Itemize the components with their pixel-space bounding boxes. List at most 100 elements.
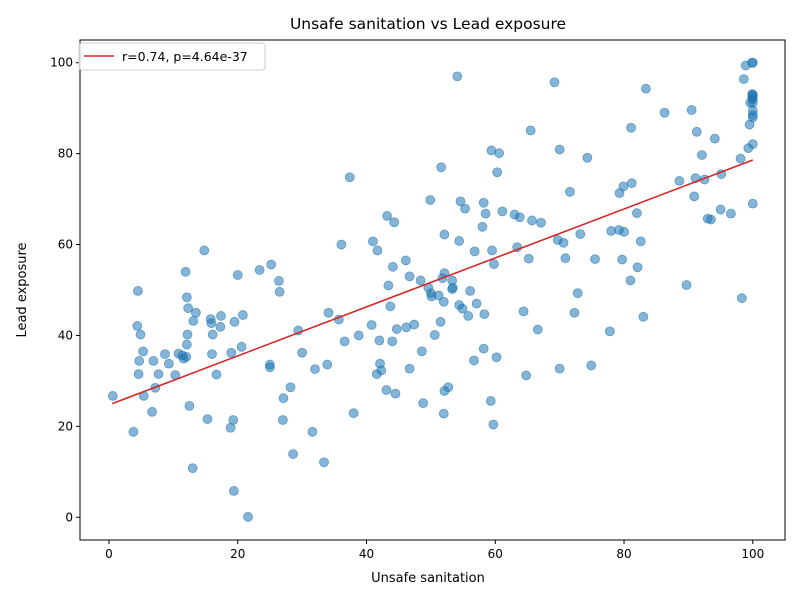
data-point [469,355,479,366]
data-point [514,212,525,223]
data-point [228,486,239,496]
data-point [243,511,253,522]
data-point [163,358,174,369]
data-point [385,301,396,312]
data-point [187,463,198,474]
data-point [310,364,320,374]
data-point [518,306,529,317]
data-point [489,259,499,269]
legend: r=0.74, p=4.64e-37 [78,42,266,71]
data-point [416,346,427,357]
data-point [532,324,543,335]
data-point [560,253,571,264]
data-point [128,426,139,437]
data-point [715,204,726,215]
data-point [211,369,222,380]
data-point [674,176,685,186]
plot-frame [79,39,786,541]
data-point [147,406,158,417]
data-point [681,280,692,290]
data-point [735,153,746,164]
data-point [228,415,239,425]
data-point [153,369,164,379]
data-point [274,276,284,286]
data-point [480,208,491,219]
y-tick-label: 20 [58,419,73,433]
data-point [625,275,636,286]
fit-line-layer [111,159,754,405]
x-tick-label: 20 [230,547,245,561]
x-axis-ticks: 0 20 40 60 80 100 [105,540,764,561]
data-point [366,320,377,330]
data-point [404,271,415,282]
data-point [183,303,194,314]
data-point [554,144,565,155]
x-tick-label: 100 [741,547,764,561]
data-point [135,329,146,340]
data-point [465,286,476,296]
data-point [460,203,470,214]
data-point [353,330,364,341]
data-point [438,408,449,419]
data-point [575,229,586,239]
data-point [569,307,580,318]
data-point [425,195,436,205]
data-point [381,385,392,395]
data-point [202,414,213,424]
data-point [471,298,482,309]
x-tick-label: 0 [105,547,113,561]
data-point [368,236,378,247]
data-point [229,316,240,327]
data-point [439,229,450,240]
data-point [429,330,440,340]
data-point [521,370,532,381]
data-point [383,280,394,291]
data-point [372,245,383,256]
data-point [523,253,534,264]
data-point [339,336,350,347]
data-point [686,105,697,115]
data-point [525,125,536,136]
data-point [180,266,191,277]
data-point [389,217,400,228]
data-point [565,186,575,197]
data-point [726,208,736,219]
data-point [206,318,217,329]
data-point [199,245,210,256]
data-point [265,359,275,370]
data-point [619,226,629,237]
data-point [536,217,546,228]
data-point [738,74,749,84]
data-point [497,206,508,217]
data-point [404,363,415,374]
data-point [133,369,144,379]
data-point [590,254,600,264]
data-point [491,352,502,363]
data-point [747,198,758,209]
data-point [443,382,454,393]
data-point [736,293,747,304]
data-point [184,401,195,411]
data-point [207,329,218,340]
data-point [278,393,289,404]
data-point [626,122,637,133]
data-point [492,167,503,178]
data-point [659,107,670,118]
data-point [207,349,217,359]
data-point [190,307,201,318]
data-point [232,270,243,280]
x-tick-label: 40 [359,547,374,561]
regression-line [111,159,754,405]
data-point [454,236,465,246]
data-point [274,286,285,297]
data-point [527,215,537,226]
legend-box [78,42,266,71]
data-point [181,351,192,362]
data-point [400,255,411,266]
y-tick-label: 60 [58,238,73,252]
data-point [188,316,199,326]
data-point [706,214,716,225]
data-point [288,449,299,459]
data-point [455,196,466,207]
data-point [182,329,193,340]
